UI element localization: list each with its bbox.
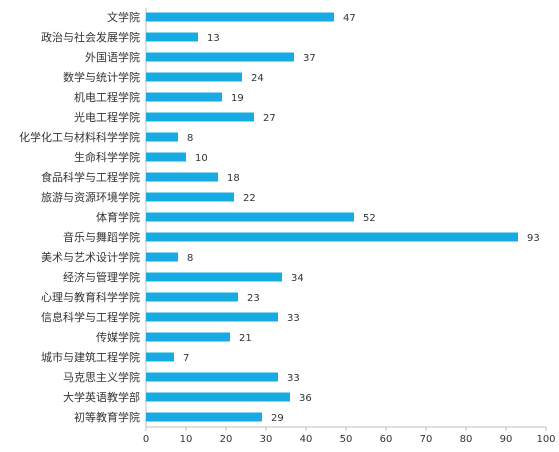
- category-label: 数学与统计学院: [63, 70, 140, 84]
- x-tick-label: 10: [180, 434, 193, 445]
- bar: [146, 232, 518, 242]
- bar: [146, 252, 178, 262]
- bar: [146, 72, 242, 82]
- bar: [146, 332, 230, 342]
- category-label: 食品科学与工程学院: [41, 170, 140, 184]
- value-label: 23: [247, 293, 260, 304]
- category-label: 光电工程学院: [74, 110, 140, 124]
- bar: [146, 372, 278, 382]
- bar: [146, 272, 282, 282]
- value-label: 18: [227, 173, 240, 184]
- bar: [146, 52, 294, 62]
- category-label: 机电工程学院: [74, 90, 140, 104]
- bar: [146, 292, 238, 302]
- value-label: 13: [207, 33, 220, 44]
- bar: [146, 312, 278, 322]
- bar: [146, 212, 354, 222]
- bar: [146, 32, 198, 42]
- value-label: 10: [195, 153, 208, 164]
- category-label: 生命科学学院: [74, 150, 140, 164]
- category-label: 大学英语教学部: [63, 390, 140, 404]
- bar: [146, 192, 234, 202]
- value-label: 21: [239, 333, 252, 344]
- value-label: 29: [271, 413, 284, 424]
- bar: [146, 92, 222, 102]
- x-tick-label: 40: [300, 434, 313, 445]
- value-label: 93: [527, 233, 540, 244]
- x-tick-label: 60: [380, 434, 393, 445]
- value-label: 36: [299, 393, 312, 404]
- value-label: 24: [251, 73, 264, 84]
- category-label: 初等教育学院: [74, 410, 140, 424]
- x-tick-label: 70: [420, 434, 433, 445]
- category-label: 外国语学院: [85, 50, 140, 64]
- bar: [146, 12, 334, 22]
- x-tick-labels: 0 10 20 30 40 50 60 70 80 90 100: [143, 434, 556, 445]
- x-tick-label: 0: [143, 434, 149, 445]
- category-label: 政治与社会发展学院: [41, 30, 140, 44]
- x-tick-label: 20: [220, 434, 233, 445]
- category-label: 传媒学院: [96, 330, 140, 344]
- bar: [146, 152, 186, 162]
- value-label: 47: [343, 13, 356, 24]
- x-tick-marks: [145, 427, 547, 431]
- category-label: 美术与艺术设计学院: [41, 250, 140, 264]
- category-label: 化学化工与材料科学学院: [19, 130, 140, 144]
- value-label: 19: [231, 93, 244, 104]
- value-label: 8: [187, 253, 193, 264]
- category-label: 心理与教育科学学院: [41, 290, 140, 304]
- category-label: 文学院: [107, 10, 140, 24]
- value-label: 8: [187, 133, 193, 144]
- x-tick-label: 50: [340, 434, 353, 445]
- category-label: 体育学院: [96, 210, 140, 224]
- value-label: 33: [287, 373, 300, 384]
- bar: [146, 112, 254, 122]
- category-label: 音乐与舞蹈学院: [63, 230, 140, 244]
- value-label: 22: [243, 193, 256, 204]
- category-label: 信息科学与工程学院: [41, 310, 140, 324]
- bar: [146, 392, 290, 402]
- x-tick-label: 90: [500, 434, 513, 445]
- x-tick-label: 30: [260, 434, 273, 445]
- value-label: 52: [363, 213, 376, 224]
- category-label: 城市与建筑工程学院: [41, 350, 140, 364]
- category-label: 经济与管理学院: [63, 270, 140, 284]
- value-label: 27: [263, 113, 276, 124]
- bar: [146, 132, 178, 142]
- bar: [146, 352, 174, 362]
- value-label: 34: [291, 273, 304, 284]
- category-labels: 文学院政治与社会发展学院外国语学院数学与统计学院机电工程学院光电工程学院化学化工…: [19, 10, 140, 424]
- category-label: 旅游与资源环境学院: [41, 190, 140, 204]
- x-tick-label: 80: [460, 434, 473, 445]
- bar: [146, 412, 262, 422]
- value-label: 7: [183, 353, 189, 364]
- value-label: 37: [303, 53, 316, 64]
- category-label: 马克思主义学院: [63, 370, 140, 384]
- bar: [146, 172, 218, 182]
- bars: [146, 12, 518, 422]
- value-label: 33: [287, 313, 300, 324]
- x-tick-label: 100: [536, 434, 555, 445]
